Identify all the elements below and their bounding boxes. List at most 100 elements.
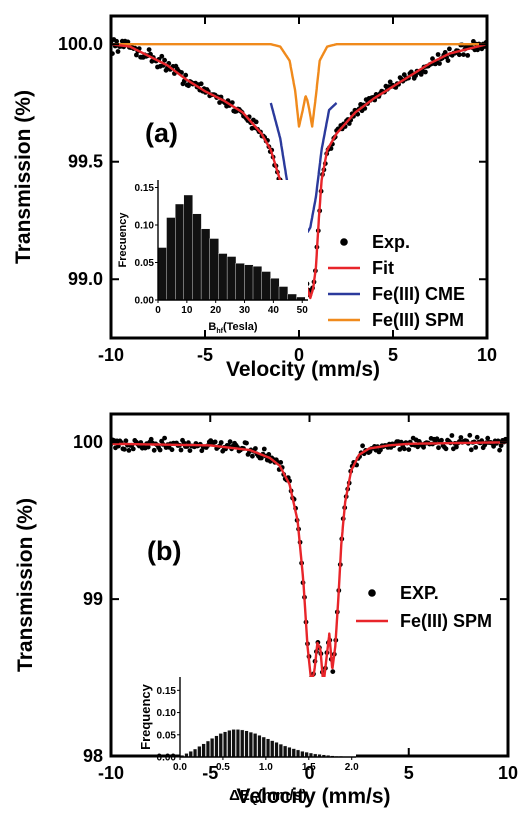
data-point: [151, 447, 157, 453]
data-point: [169, 447, 175, 453]
data-point: [178, 447, 184, 453]
legend-marker-point: [340, 238, 348, 246]
data-point: [436, 445, 441, 451]
series-line-fe-iii-spm: [111, 441, 508, 687]
x-tick-label: -5: [197, 345, 213, 365]
histogram-bar: [287, 747, 292, 758]
y-axis-title: Transmission (%): [14, 498, 37, 672]
x-axis-title: Velocity (mm/s): [226, 358, 380, 381]
inset-x-tick-label: 0.5: [216, 762, 230, 773]
data-point: [253, 446, 258, 451]
histogram-bar: [270, 740, 275, 758]
data-point: [485, 435, 491, 441]
data-point: [183, 72, 189, 78]
inset-x-tick-label: 1.5: [302, 762, 316, 773]
data-point: [415, 444, 421, 450]
data-point: [387, 79, 393, 85]
histogram-bar: [183, 194, 193, 301]
histogram-bar: [278, 286, 289, 301]
x-axis-title: Velocity (mm/s): [236, 785, 390, 808]
inset-y-axis-title: Frecuency: [117, 212, 129, 268]
data-point: [423, 69, 428, 75]
data-point: [456, 52, 462, 58]
legend-label: Fe(III) CME: [372, 284, 465, 304]
data-point: [445, 58, 451, 63]
data-point: [443, 446, 449, 452]
histogram-bar: [235, 729, 241, 758]
data-point: [401, 446, 407, 452]
histogram-bar: [201, 743, 206, 758]
histogram-bar: [296, 749, 301, 758]
histogram-bar: [209, 238, 219, 301]
data-point: [187, 448, 193, 453]
legend: Exp. Fit Fe(III) CME Fe(III) SPM: [328, 232, 465, 330]
data-point: [461, 52, 466, 57]
data-point: [266, 452, 272, 457]
histogram-bar: [257, 735, 262, 758]
data-point: [421, 444, 426, 450]
inset-y-tick-label: 0.10: [157, 708, 177, 719]
inset-y-tick-label: 0.15: [157, 686, 177, 697]
data-point: [122, 446, 127, 452]
data-point: [162, 435, 168, 441]
data-point: [465, 53, 471, 58]
data-point: [114, 38, 119, 44]
data-point: [497, 447, 502, 453]
x-tick-label: 10: [498, 763, 518, 783]
histogram-bar: [222, 731, 228, 758]
histogram-bar: [235, 263, 245, 301]
y-tick-label: 99.0: [68, 269, 103, 289]
data-point: [134, 52, 139, 58]
histogram-bar: [274, 742, 279, 758]
data-point: [259, 455, 264, 461]
x-tick-label: -5: [202, 763, 218, 783]
inset-x-tick-label: 0: [155, 305, 161, 316]
data-point: [435, 52, 441, 57]
inset-histogram: 0.0 0.5 1.0 1.5 2.0 0.00 0.05 0.10 0.15 Frequency…: [138, 677, 359, 806]
inset-histogram: 0 10 20 30 40 50 0.00 0.05 0.10 0.15 Frecuency Bhf(…: [117, 180, 308, 335]
inset-x-tick-label: 2.0: [345, 762, 359, 773]
data-point: [437, 61, 442, 66]
data-point: [278, 460, 284, 465]
x-tick-label: 0: [294, 345, 304, 365]
data-point: [449, 433, 455, 438]
histogram-bar: [192, 213, 202, 301]
x-tick-label: -10: [98, 763, 124, 783]
inset-y-tick-label: 0.00: [157, 753, 177, 764]
y-tick-label: 99: [83, 589, 103, 609]
inset-y-tick-label: 0.05: [135, 258, 155, 269]
histogram-bar: [174, 203, 185, 301]
histogram-bar: [218, 733, 223, 758]
histogram-bar: [218, 253, 228, 301]
inset-x-tick-label: 30: [239, 305, 251, 316]
legend-label: Fe(III) SPM: [400, 611, 492, 631]
data-point: [126, 448, 132, 453]
data-point: [148, 436, 154, 442]
legend-label: EXP.: [400, 583, 439, 603]
data-point: [498, 443, 504, 448]
data-point: [467, 432, 473, 438]
histogram-bar: [283, 745, 288, 758]
inset-x-tick-label: 0.0: [173, 762, 187, 773]
panel-a: -10 -5 0 5 10 99.0 99.5 100.0 Velocity (mm/s) Tra…: [12, 14, 497, 381]
data-point: [406, 447, 412, 452]
histogram-bar: [200, 228, 211, 301]
panel-b: -10 -5 0 5 10 98 99 100 Velocity (mm/s) Transmiss…: [14, 412, 518, 808]
data-point: [244, 440, 249, 446]
histogram-bar: [197, 746, 202, 758]
inset-x-tick-label: 50: [297, 305, 309, 316]
data-point: [199, 448, 205, 454]
histogram-bar: [287, 293, 297, 301]
plot-area: [111, 432, 508, 687]
x-tick-label: 5: [388, 345, 398, 365]
y-tick-label: 100: [73, 432, 103, 452]
inset-x-tick-label: 1.0: [259, 762, 273, 773]
y-tick-label: 99.5: [68, 152, 103, 172]
histogram-bar: [240, 729, 245, 758]
data-point: [378, 447, 383, 453]
histogram-bar: [278, 743, 283, 758]
x-tick-label: 0: [304, 763, 314, 783]
data-point: [474, 434, 480, 440]
histogram-bar: [266, 738, 271, 758]
